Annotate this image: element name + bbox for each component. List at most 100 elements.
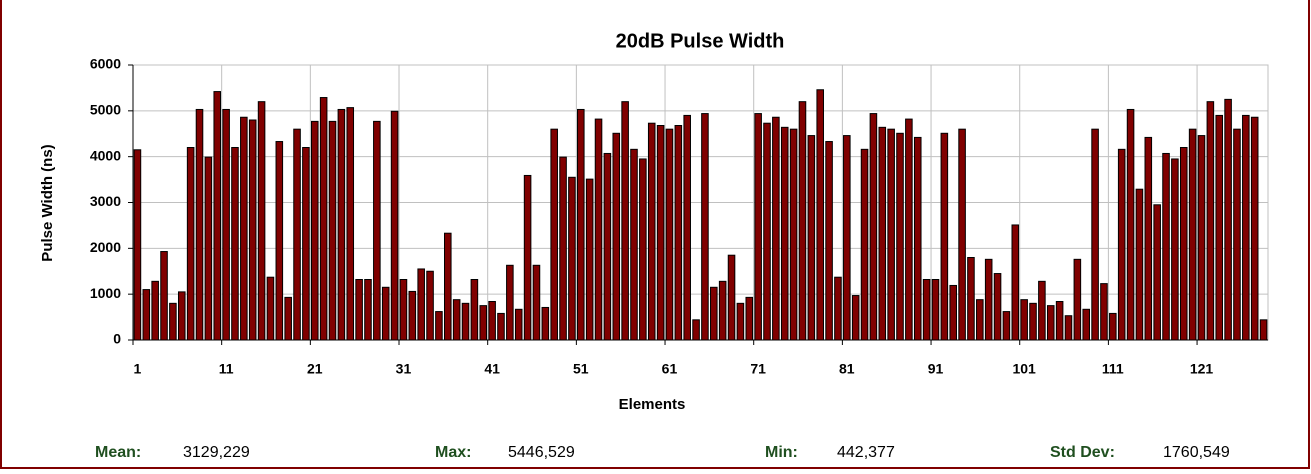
bar — [452, 299, 461, 341]
bar — [763, 122, 771, 341]
bar — [1002, 311, 1011, 341]
x-tick-label: 71 — [750, 361, 766, 377]
bar — [940, 132, 949, 341]
bar — [798, 101, 807, 341]
stat-label: Std Dev: — [1050, 444, 1115, 461]
bar — [1233, 128, 1241, 341]
bar — [514, 308, 523, 341]
bar — [1109, 312, 1117, 341]
x-tick-label: 81 — [839, 361, 855, 377]
bar — [1135, 188, 1144, 341]
bar — [727, 254, 736, 341]
bar — [922, 279, 931, 341]
stat-value: 442,377 — [837, 444, 895, 461]
stat-label: Min: — [765, 444, 798, 461]
x-axis-label: Elements — [619, 396, 686, 413]
bar — [896, 132, 904, 341]
bar — [647, 122, 656, 341]
chart-title: 20dB Pulse Width — [616, 30, 785, 52]
bar — [417, 268, 425, 341]
bar — [1029, 302, 1037, 341]
bar — [310, 120, 319, 341]
bar — [523, 174, 532, 341]
stat-value: 1760,549 — [1163, 444, 1230, 461]
bar — [559, 156, 567, 341]
bar — [213, 91, 222, 341]
x-tick-label: 1 — [134, 361, 142, 377]
bar — [568, 176, 576, 341]
bar — [754, 113, 762, 341]
bar — [789, 128, 798, 341]
x-tick-label: 121 — [1190, 361, 1214, 377]
bar — [328, 120, 337, 341]
bar — [275, 141, 284, 341]
bar — [1197, 135, 1206, 341]
bar — [160, 251, 168, 341]
bar — [1117, 148, 1126, 341]
bar — [807, 135, 816, 341]
bar — [887, 128, 895, 341]
x-tick-label: 51 — [573, 361, 589, 377]
x-tick-label: 111 — [1102, 361, 1124, 377]
bar — [692, 319, 700, 341]
bar — [656, 125, 665, 341]
bar — [541, 306, 550, 341]
bar — [186, 147, 195, 341]
x-tick-label: 91 — [928, 361, 944, 377]
y-tick-label: 0 — [113, 331, 121, 347]
bar — [745, 296, 754, 341]
y-tick-label: 1000 — [90, 285, 121, 301]
y-tick-label: 3000 — [90, 193, 121, 209]
x-tick-label: 41 — [484, 361, 500, 377]
bar — [222, 108, 230, 341]
bar — [488, 301, 496, 341]
bar — [337, 108, 346, 341]
bar — [231, 147, 239, 341]
bar — [1126, 108, 1135, 341]
bar — [630, 148, 638, 341]
bar — [346, 107, 355, 341]
x-tick-label: 11 — [219, 361, 234, 377]
bar — [639, 158, 647, 341]
bar — [683, 114, 691, 341]
bar — [869, 113, 878, 341]
bar — [355, 279, 363, 341]
bar — [435, 311, 443, 341]
bar — [1020, 299, 1028, 341]
bar — [603, 152, 612, 341]
bar — [1224, 98, 1232, 341]
bar — [816, 89, 824, 341]
y-tick-label: 5000 — [90, 102, 121, 118]
bar — [1011, 224, 1020, 341]
bar — [1144, 136, 1153, 341]
y-tick-label: 2000 — [90, 239, 121, 255]
bar — [967, 257, 975, 341]
bar — [257, 101, 266, 341]
bar — [1215, 114, 1224, 341]
bar — [195, 108, 204, 341]
bar — [204, 156, 213, 341]
bar — [1259, 319, 1268, 341]
bar — [710, 286, 718, 341]
bar — [958, 128, 966, 341]
bar — [1091, 128, 1099, 341]
y-tick-label: 6000 — [90, 56, 121, 72]
bar — [302, 147, 310, 341]
bar — [1038, 280, 1046, 341]
bar — [293, 128, 301, 341]
bar — [399, 279, 408, 341]
bar — [444, 232, 452, 341]
bar — [984, 258, 993, 341]
bar — [905, 118, 913, 341]
x-tick-label: 101 — [1012, 361, 1036, 377]
bar — [151, 280, 159, 341]
bar — [240, 116, 248, 341]
stat-value: 3129,229 — [183, 444, 250, 461]
bar — [479, 305, 488, 341]
bar — [612, 132, 621, 341]
bar — [1242, 114, 1250, 341]
bar — [931, 279, 940, 341]
stat-label: Max: — [435, 444, 471, 461]
bar — [913, 136, 922, 341]
